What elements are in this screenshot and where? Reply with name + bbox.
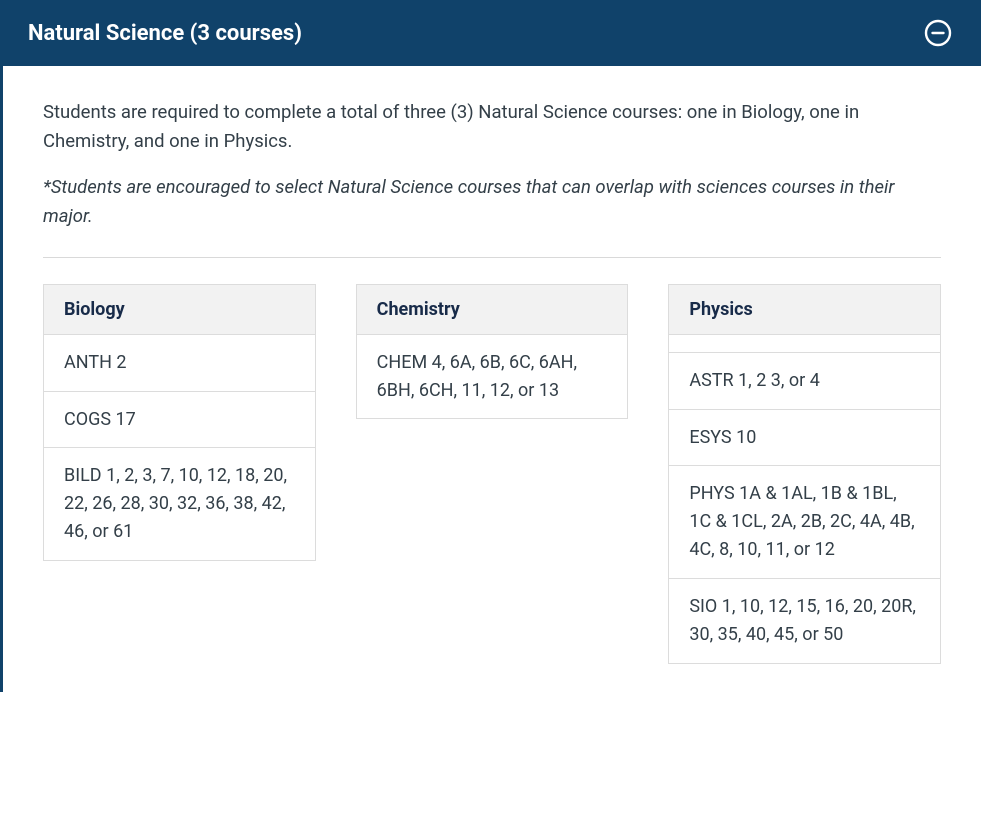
column-chemistry: Chemistry CHEM 4, 6A, 6B, 6C, 6AH, 6BH, … — [356, 284, 629, 420]
column-biology: Biology ANTH 2 COGS 17 BILD 1, 2, 3, 7, … — [43, 284, 316, 561]
table-biology: Biology ANTH 2 COGS 17 BILD 1, 2, 3, 7, … — [43, 284, 316, 561]
table-heading: Biology — [44, 285, 315, 335]
table-row: ESYS 10 — [669, 410, 940, 467]
table-chemistry: Chemistry CHEM 4, 6A, 6B, 6C, 6AH, 6BH, … — [356, 284, 629, 420]
table-row: COGS 17 — [44, 392, 315, 449]
intro-text: Students are required to complete a tota… — [43, 98, 941, 155]
note-text: *Students are encouraged to select Natur… — [43, 173, 941, 230]
table-physics: Physics ASTR 1, 2 3, or 4 ESYS 10 PHYS 1… — [668, 284, 941, 664]
table-heading: Physics — [669, 285, 940, 335]
table-row: CHEM 4, 6A, 6B, 6C, 6AH, 6BH, 6CH, 11, 1… — [357, 335, 628, 419]
accordion-header[interactable]: Natural Science (3 courses) — [0, 0, 981, 66]
table-row — [669, 335, 940, 353]
accordion-title: Natural Science (3 courses) — [28, 21, 302, 46]
table-row: BILD 1, 2, 3, 7, 10, 12, 18, 20, 22, 26,… — [44, 448, 315, 560]
table-row: ANTH 2 — [44, 335, 315, 392]
table-row: ASTR 1, 2 3, or 4 — [669, 353, 940, 410]
column-physics: Physics ASTR 1, 2 3, or 4 ESYS 10 PHYS 1… — [668, 284, 941, 664]
accordion-panel: Students are required to complete a tota… — [0, 66, 981, 692]
collapse-icon — [923, 18, 953, 48]
course-columns: Biology ANTH 2 COGS 17 BILD 1, 2, 3, 7, … — [43, 284, 941, 664]
table-row: SIO 1, 10, 12, 15, 16, 20, 20R, 30, 35, … — [669, 579, 940, 663]
divider — [43, 257, 941, 258]
table-row: PHYS 1A & 1AL, 1B & 1BL, 1C & 1CL, 2A, 2… — [669, 466, 940, 579]
table-heading: Chemistry — [357, 285, 628, 335]
